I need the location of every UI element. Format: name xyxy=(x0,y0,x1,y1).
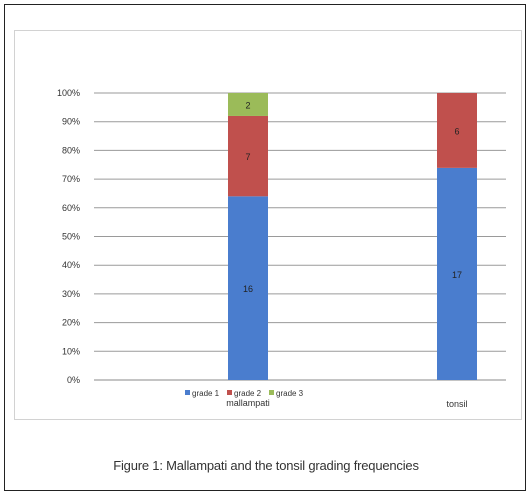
x-category-label: mallampati xyxy=(226,398,270,408)
y-tick-label: 80% xyxy=(62,145,80,155)
y-tick-label: 40% xyxy=(62,260,80,270)
bar-segment xyxy=(437,93,477,168)
legend-label: grade 3 xyxy=(276,389,304,398)
y-tick-label: 70% xyxy=(62,174,80,184)
y-tick-label: 50% xyxy=(62,232,80,242)
bar-segment xyxy=(228,196,268,380)
bar-segment xyxy=(228,93,268,116)
legend-swatch xyxy=(269,390,274,395)
data-label: 7 xyxy=(245,152,250,162)
y-tick-label: 0% xyxy=(67,375,80,385)
y-tick-label: 100% xyxy=(57,88,80,98)
y-tick-label: 10% xyxy=(62,346,80,356)
data-label: 16 xyxy=(243,284,253,294)
x-category-label: tonsil xyxy=(446,399,467,409)
bar-segment xyxy=(228,115,268,197)
data-label: 17 xyxy=(452,270,462,280)
figure-caption: Figure 1: Mallampati and the tonsil grad… xyxy=(113,458,419,473)
legend-swatch xyxy=(227,390,232,395)
y-tick-label: 60% xyxy=(62,203,80,213)
y-tick-label: 90% xyxy=(62,117,80,127)
y-tick-label: 20% xyxy=(62,318,80,328)
bar-segment xyxy=(437,167,477,380)
legend-label: grade 2 xyxy=(234,389,262,398)
y-tick-label: 30% xyxy=(62,289,80,299)
data-label: 6 xyxy=(454,126,459,136)
legend-label: grade 1 xyxy=(192,389,220,398)
legend-swatch xyxy=(185,390,190,395)
data-label: 2 xyxy=(245,100,250,110)
